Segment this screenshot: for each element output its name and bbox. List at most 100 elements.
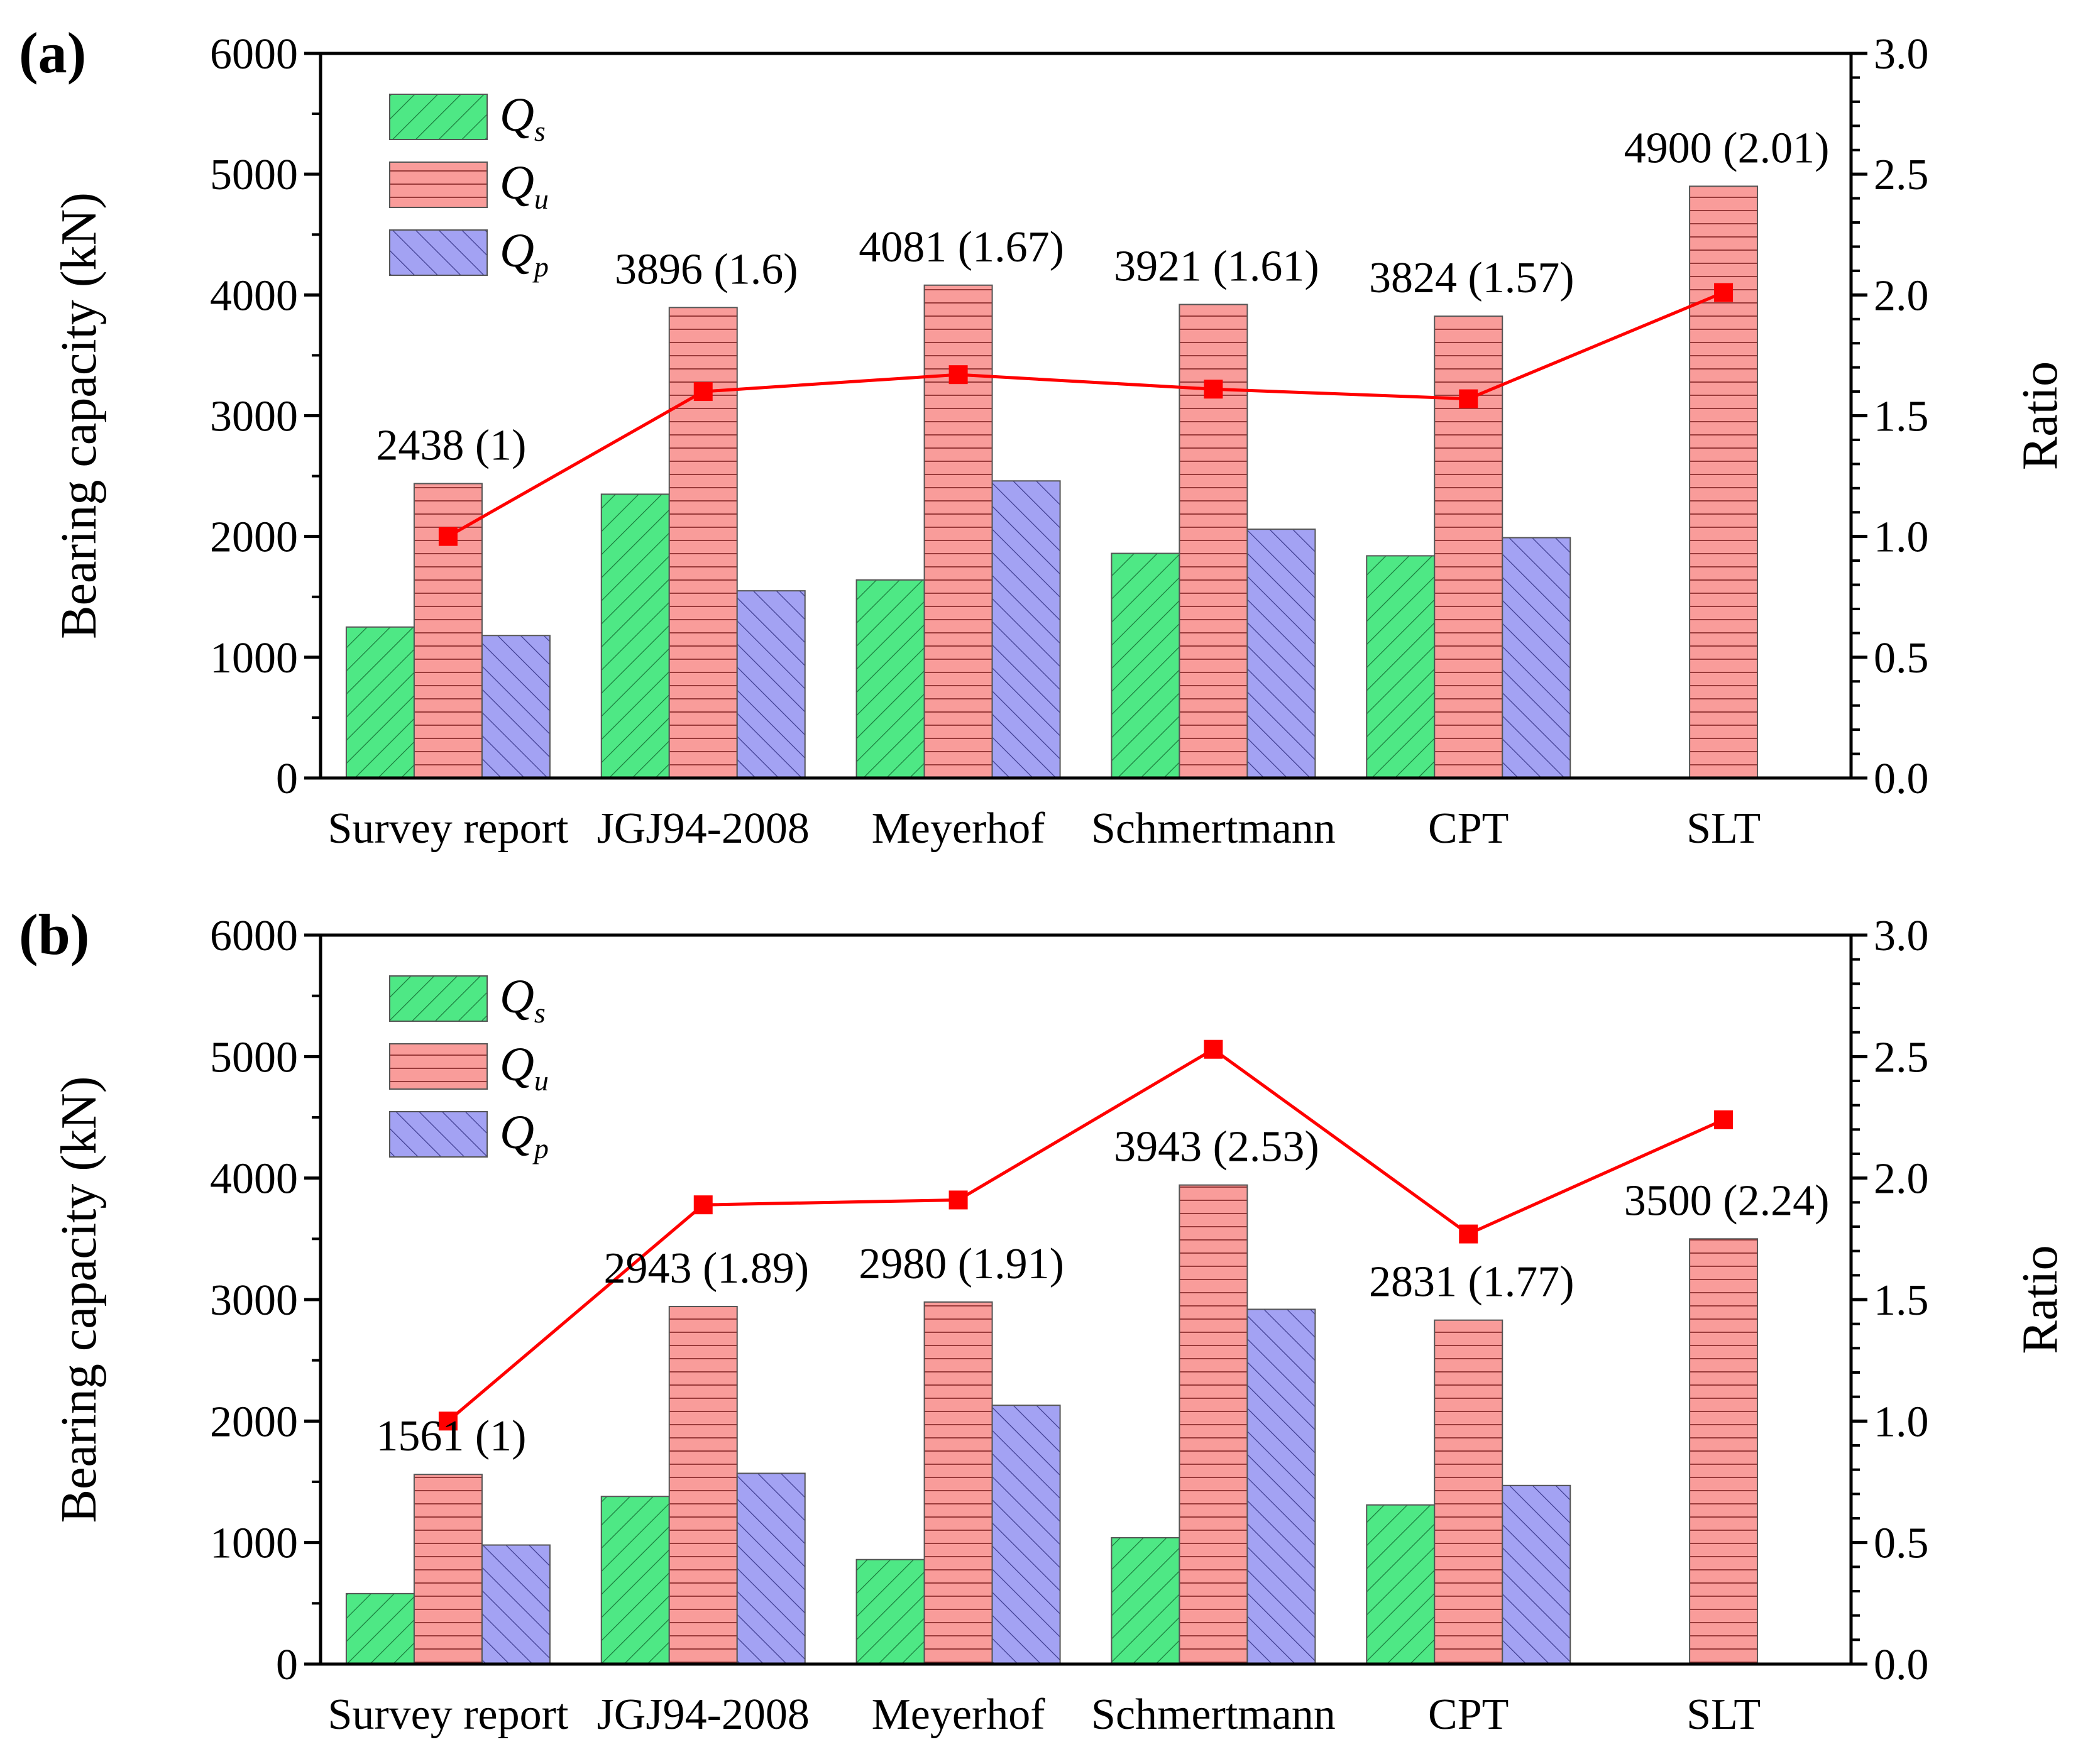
y2-tick-label: 0.0 (1874, 755, 1929, 803)
data-label-2: 4081 (1.67) (859, 223, 1064, 271)
y-tick-label: 5000 (210, 151, 298, 199)
legend-swatch-qu (389, 1043, 488, 1090)
y-tick-label: 4000 (210, 1155, 298, 1203)
x-tick-label: Meyerhof (872, 1690, 1046, 1739)
legend-label-qp: Qp (500, 1106, 549, 1164)
data-label-0: 2438 (1) (376, 421, 526, 469)
ratio-marker-4 (1459, 389, 1478, 408)
data-label-1: 2943 (1.89) (603, 1244, 809, 1293)
x-tick-label: JGJ94-2008 (597, 1690, 810, 1739)
y-tick-label: 0 (276, 1641, 298, 1689)
legend-main: Q (500, 970, 534, 1023)
data-label-3: 3921 (1.61) (1114, 243, 1319, 291)
bar-qs-4 (1366, 1504, 1436, 1665)
legend-sub: s (534, 115, 546, 147)
x-tick-label: Meyerhof (872, 804, 1046, 853)
ratio-marker-1 (693, 1195, 713, 1215)
legend-label-qs: Qs (500, 89, 546, 147)
bar-qp-1 (736, 1472, 806, 1665)
y-tick-label: 1000 (210, 634, 298, 682)
legend-swatch-qu (389, 162, 488, 208)
bar-qu-3 (1179, 1184, 1248, 1665)
y-axis-title: Bearing capacity (kN) (52, 192, 107, 639)
data-label-5: 4900 (2.01) (1624, 124, 1830, 172)
data-label-0: 1561 (1) (376, 1412, 526, 1460)
y2-tick-label: 1.0 (1874, 513, 1929, 562)
bar-qp-0 (481, 635, 551, 779)
y2-tick-label: 3.0 (1874, 30, 1929, 79)
y-tick-label: 4000 (210, 271, 298, 320)
bar-qs-1 (600, 1496, 670, 1665)
y-tick-label: 5000 (210, 1033, 298, 1082)
bar-qp-4 (1502, 1484, 1571, 1665)
legend-label-qu: Qu (500, 1038, 549, 1097)
bar-qu-3 (1179, 304, 1248, 779)
y2-tick-label: 2.0 (1874, 271, 1929, 320)
bar-qu-4 (1434, 315, 1503, 779)
legend-label-qs: Qs (500, 970, 546, 1029)
y2-tick-label: 2.5 (1874, 1033, 1929, 1082)
x-tick-label: CPT (1428, 804, 1509, 853)
x-tick-label: SLT (1686, 804, 1761, 853)
bar-qp-2 (991, 480, 1061, 779)
ratio-line (447, 291, 1725, 538)
ratio-line (447, 1047, 1725, 1423)
legend-main: Q (500, 89, 534, 141)
ratio-marker-2 (948, 365, 968, 385)
data-label-3: 3943 (2.53) (1114, 1123, 1319, 1171)
ratio-marker-5 (1714, 1110, 1734, 1129)
legend-sub: u (534, 183, 549, 215)
legend-main: Q (500, 224, 534, 277)
ratio-marker-3 (1204, 1039, 1223, 1059)
bar-qp-4 (1502, 537, 1571, 779)
y-tick-label: 6000 (210, 30, 298, 79)
bar-qu-4 (1434, 1319, 1503, 1665)
y-tick-label: 3000 (210, 1276, 298, 1325)
legend-swatch-qs (389, 94, 488, 140)
bar-qs-3 (1111, 552, 1180, 779)
y2-tick-label: 1.5 (1874, 1276, 1929, 1325)
bar-qu-0 (413, 1474, 483, 1665)
y-tick-label: 2000 (210, 1398, 298, 1446)
ratio-marker-1 (693, 382, 713, 402)
y2-tick-label: 3.0 (1874, 912, 1929, 960)
bar-qs-0 (345, 626, 415, 779)
y-tick-label: 2000 (210, 513, 298, 562)
legend-sub: u (534, 1065, 549, 1097)
y-tick-label: 3000 (210, 393, 298, 441)
panel-label: (a) (19, 21, 86, 85)
ratio-marker-4 (1459, 1224, 1478, 1244)
ratio-marker-0 (438, 1411, 458, 1431)
bar-qs-3 (1111, 1537, 1180, 1665)
legend-label-qp: Qp (500, 224, 549, 283)
bar-qs-2 (855, 579, 925, 779)
legend-main: Q (500, 1038, 534, 1091)
data-label-2: 2980 (1.91) (859, 1240, 1064, 1288)
y-axis-title: Bearing capacity (kN) (52, 1076, 107, 1523)
y2-tick-label: 0.5 (1874, 634, 1929, 682)
y2-axis-title: Ratio (2013, 361, 2068, 470)
bar-qs-4 (1366, 555, 1436, 779)
legend-label-qu: Qu (500, 156, 549, 215)
legend-swatch-qp (389, 1111, 488, 1158)
data-label-4: 2831 (1.77) (1369, 1258, 1575, 1307)
x-tick-label: JGJ94-2008 (597, 804, 810, 853)
ratio-marker-3 (1204, 380, 1223, 399)
x-tick-label: Survey report (327, 804, 569, 853)
x-tick-label: Schmertmann (1091, 804, 1336, 853)
y2-tick-label: 2.0 (1874, 1155, 1929, 1203)
data-label-5: 3500 (2.24) (1624, 1176, 1830, 1225)
bar-qs-2 (855, 1559, 925, 1665)
ratio-marker-2 (948, 1190, 968, 1210)
x-tick-label: CPT (1428, 1690, 1509, 1739)
y2-tick-label: 1.5 (1874, 393, 1929, 441)
bar-qp-3 (1246, 529, 1316, 779)
bar-qp-0 (481, 1544, 551, 1665)
legend-sub: p (532, 1132, 549, 1164)
bar-qp-1 (736, 590, 806, 779)
ratio-marker-0 (438, 527, 458, 546)
bar-qu-2 (923, 284, 993, 779)
y-tick-label: 6000 (210, 912, 298, 960)
y-tick-label: 1000 (210, 1520, 298, 1568)
